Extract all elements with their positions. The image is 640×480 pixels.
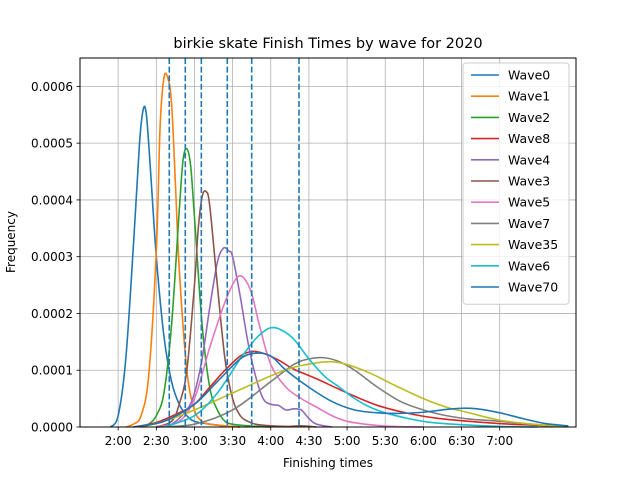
y-tick-label: 0.0000 [31,421,73,435]
series-line-wave35 [140,360,569,428]
legend-label: Wave2 [508,110,550,125]
x-tick-label: 2:30 [143,434,170,448]
x-tick-label: 6:30 [448,434,475,448]
y-tick-label: 0.0005 [31,137,73,151]
series-line-wave3 [156,190,317,428]
legend-label: Wave0 [508,68,550,83]
legend-label: Wave3 [508,174,550,189]
series-line-wave0 [109,105,241,428]
series-line-wave4 [156,246,332,428]
reference-lines [168,58,300,427]
series-line-wave7 [156,356,569,428]
x-tick-label: 7:00 [486,434,513,448]
y-axis-ticks: 0.0000 0.0001 0.0002 0.0003 0.0004 0.0005 0.00… [31,80,80,435]
x-tick-label: 3:30 [219,434,246,448]
y-tick-label: 0.0001 [31,364,73,378]
x-axis-label: Finishing times [283,456,373,470]
legend: Wave0 Wave1 Wave2 Wave8 Wave4 Wave3 Wave5 Wave7… [462,62,570,305]
series-line-wave70 [133,352,569,428]
y-axis-label: Frequency [4,211,18,273]
plot-frame [79,57,577,428]
x-tick-label: 4:30 [295,434,322,448]
series-line-wave2 [140,147,271,428]
x-tick-label: 3:00 [181,434,208,448]
y-tick-label: 0.0003 [31,250,73,264]
legend-label: Wave1 [508,89,550,104]
series-line-wave6 [163,326,538,428]
x-axis-ticks: 2:00 2:30 3:00 3:30 4:00 4:30 5:00 5:30 6:00 6:30… [105,427,513,448]
y-tick-label: 0.0006 [31,80,73,94]
legend-label: Wave4 [508,152,550,167]
x-tick-label: 5:00 [334,434,361,448]
series-lines [109,72,569,428]
legend-label: Wave8 [508,131,550,146]
legend-label: Wave70 [508,280,558,295]
y-tick-label: 0.0004 [31,193,73,207]
legend-label: Wave6 [508,258,550,273]
series-line-wave5 [156,275,424,428]
chart-title: birkie skate Finish Times by wave for 20… [173,36,482,52]
legend-label: Wave5 [508,195,550,210]
legend-label: Wave35 [508,237,558,252]
y-tick-label: 0.0002 [31,307,73,321]
x-tick-label: 6:00 [410,434,437,448]
legend-label: Wave7 [508,216,550,231]
x-tick-label: 4:00 [257,434,284,448]
x-tick-label: 5:30 [372,434,399,448]
x-tick-label: 2:00 [105,434,132,448]
